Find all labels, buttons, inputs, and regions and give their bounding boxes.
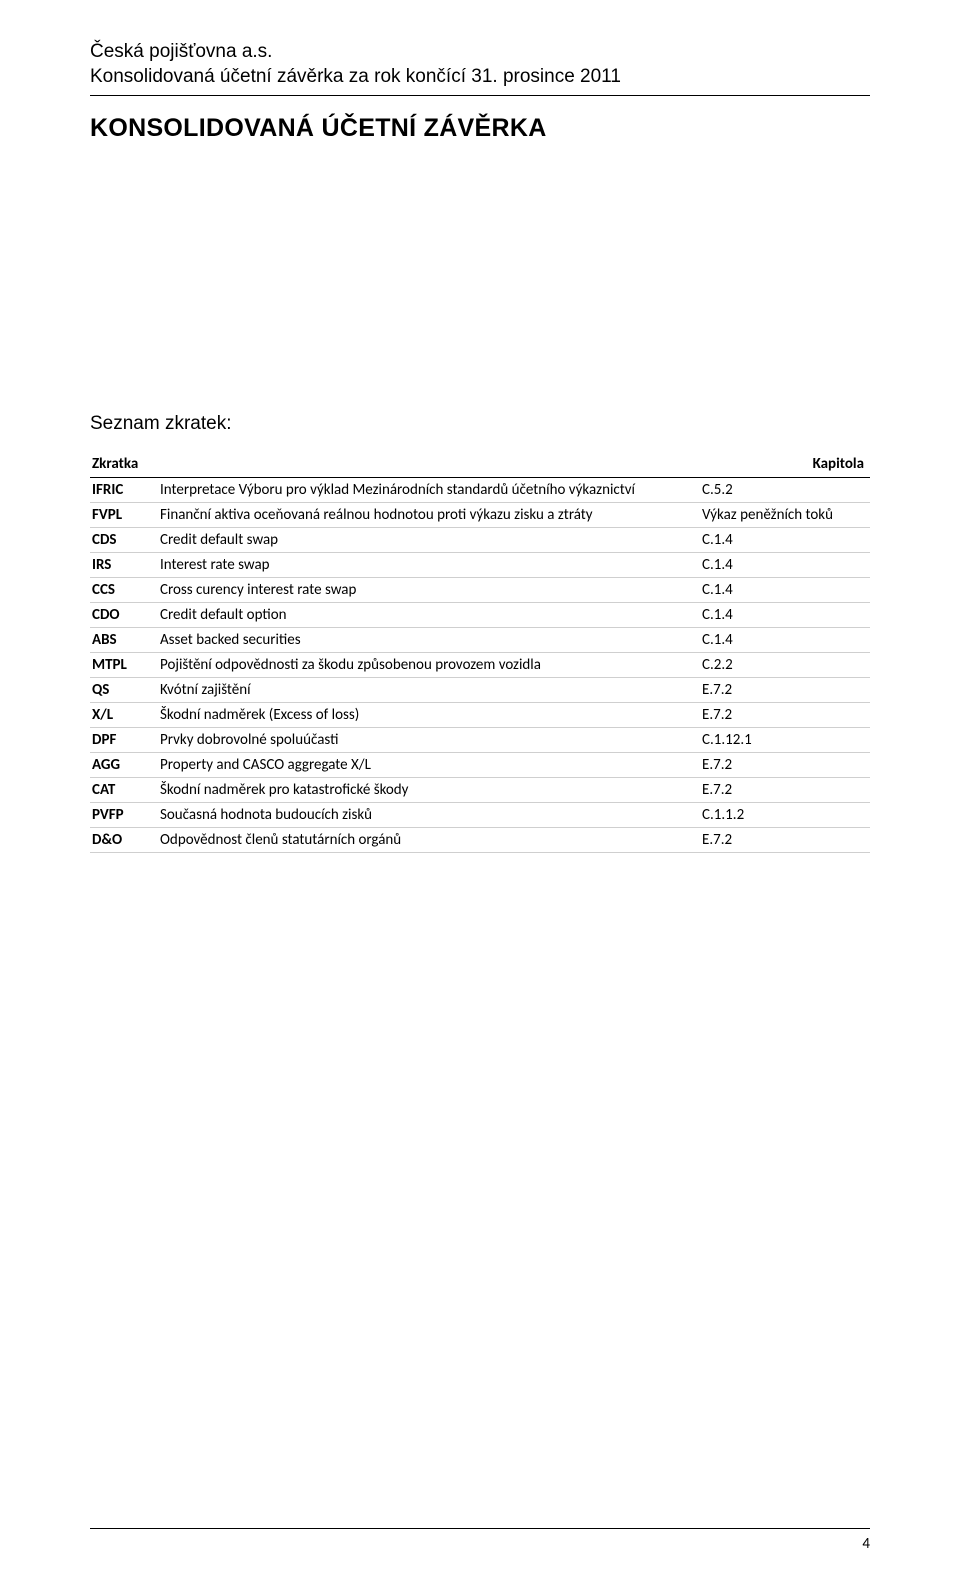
table-row: IRSInterest rate swapC.1.4: [90, 553, 870, 578]
cell-desc: Škodní nadměrek (Excess of loss): [158, 703, 700, 728]
cell-code: ABS: [90, 628, 158, 653]
cell-desc: Současná hodnota budoucích zisků: [158, 803, 700, 828]
cell-code: CDO: [90, 603, 158, 628]
cell-code: AGG: [90, 753, 158, 778]
cell-desc: Prvky dobrovolné spoluúčasti: [158, 728, 700, 753]
table-header-row: Zkratka Kapitola: [90, 451, 870, 478]
cell-chapter: C.1.4: [700, 578, 870, 603]
table-row: MTPLPojištění odpovědnosti za škodu způs…: [90, 653, 870, 678]
table-row: CCSCross curency interest rate swapC.1.4: [90, 578, 870, 603]
cell-code: IFRIC: [90, 478, 158, 503]
cell-code: PVFP: [90, 803, 158, 828]
cell-code: CCS: [90, 578, 158, 603]
cell-code: IRS: [90, 553, 158, 578]
cell-code: QS: [90, 678, 158, 703]
cell-code: MTPL: [90, 653, 158, 678]
table-row: IFRICInterpretace Výboru pro výklad Mezi…: [90, 478, 870, 503]
table-row: QSKvótní zajištěníE.7.2: [90, 678, 870, 703]
table-row: AGGProperty and CASCO aggregate X/LE.7.2: [90, 753, 870, 778]
table-row: DPFPrvky dobrovolné spoluúčastiC.1.12.1: [90, 728, 870, 753]
footer-rule: [90, 1528, 870, 1529]
cell-chapter: E.7.2: [700, 753, 870, 778]
page-title: KONSOLIDOVANÁ ÚČETNÍ ZÁVĚRKA: [90, 114, 870, 143]
cell-desc: Credit default option: [158, 603, 700, 628]
table-row: X/LŠkodní nadměrek (Excess of loss)E.7.2: [90, 703, 870, 728]
cell-chapter: E.7.2: [700, 778, 870, 803]
col-header-zkratka: Zkratka: [90, 451, 158, 478]
cell-desc: Interpretace Výboru pro výklad Mezinárod…: [158, 478, 700, 503]
col-header-kapitola: Kapitola: [700, 451, 870, 478]
table-row: CDSCredit default swapC.1.4: [90, 528, 870, 553]
cell-code: D&O: [90, 828, 158, 853]
cell-code: CAT: [90, 778, 158, 803]
table-row: CATŠkodní nadměrek pro katastrofické ško…: [90, 778, 870, 803]
table-row: PVFPSoučasná hodnota budoucích ziskůC.1.…: [90, 803, 870, 828]
header-company: Česká pojišťovna a.s.: [90, 40, 870, 65]
cell-desc: Interest rate swap: [158, 553, 700, 578]
page-number: 4: [862, 1535, 870, 1553]
cell-chapter: C.5.2: [700, 478, 870, 503]
cell-desc: Cross curency interest rate swap: [158, 578, 700, 603]
cell-code: FVPL: [90, 503, 158, 528]
cell-desc: Property and CASCO aggregate X/L: [158, 753, 700, 778]
cell-code: CDS: [90, 528, 158, 553]
cell-desc: Kvótní zajištění: [158, 678, 700, 703]
cell-chapter: C.1.12.1: [700, 728, 870, 753]
table-row: ABSAsset backed securitiesC.1.4: [90, 628, 870, 653]
table-row: CDOCredit default optionC.1.4: [90, 603, 870, 628]
cell-desc: Pojištění odpovědnosti za škodu způsoben…: [158, 653, 700, 678]
abbreviations-table: Zkratka Kapitola IFRICInterpretace Výbor…: [90, 451, 870, 853]
table-row: D&OOdpovědnost členů statutárních orgánů…: [90, 828, 870, 853]
cell-chapter: E.7.2: [700, 678, 870, 703]
table-row: FVPLFinanční aktiva oceňovaná reálnou ho…: [90, 503, 870, 528]
cell-desc: Odpovědnost členů statutárních orgánů: [158, 828, 700, 853]
cell-chapter: Výkaz peněžních toků: [700, 503, 870, 528]
cell-chapter: C.1.4: [700, 603, 870, 628]
header-subtitle: Konsolidovaná účetní závěrka za rok konč…: [90, 65, 870, 96]
page: Česká pojišťovna a.s. Konsolidovaná účet…: [0, 0, 960, 1579]
cell-chapter: C.2.2: [700, 653, 870, 678]
cell-chapter: E.7.2: [700, 703, 870, 728]
cell-chapter: C.1.4: [700, 628, 870, 653]
cell-chapter: C.1.4: [700, 553, 870, 578]
cell-desc: Škodní nadměrek pro katastrofické škody: [158, 778, 700, 803]
cell-desc: Finanční aktiva oceňovaná reálnou hodnot…: [158, 503, 700, 528]
cell-desc: Credit default swap: [158, 528, 700, 553]
col-header-empty: [158, 451, 700, 478]
table-body: IFRICInterpretace Výboru pro výklad Mezi…: [90, 478, 870, 853]
cell-chapter: C.1.1.2: [700, 803, 870, 828]
cell-code: DPF: [90, 728, 158, 753]
cell-chapter: E.7.2: [700, 828, 870, 853]
cell-desc: Asset backed securities: [158, 628, 700, 653]
cell-chapter: C.1.4: [700, 528, 870, 553]
header-rule: [90, 95, 870, 96]
cell-code: X/L: [90, 703, 158, 728]
list-title: Seznam zkratek:: [90, 413, 870, 435]
